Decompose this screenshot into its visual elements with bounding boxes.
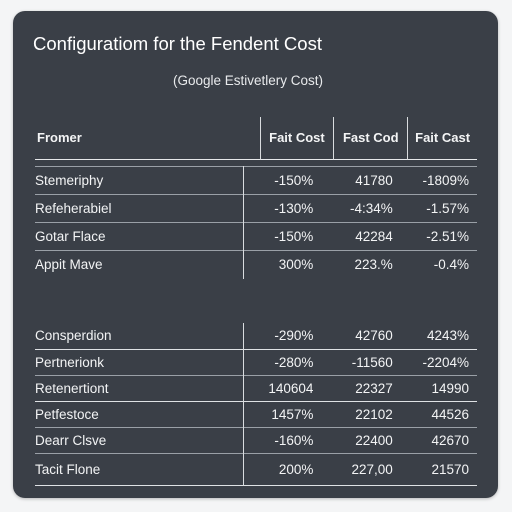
cell-value: -130% — [242, 194, 324, 223]
cell-value: -1809% — [422, 173, 469, 188]
cell-value: 22102 — [355, 406, 393, 422]
column-header-name: Fromer — [37, 130, 82, 146]
cell-value: -290% — [242, 323, 324, 349]
cell-value: -2204% — [422, 354, 469, 370]
table-row: Consperdion -290% 42760 4243% — [35, 323, 477, 349]
page-title: Configuratiom for the Fendent Cost — [33, 33, 322, 54]
cell-value: 42760 — [355, 328, 393, 344]
column-header-fait-cost: Fait Cost — [259, 117, 334, 159]
row-label: Dearr Clsve — [35, 432, 107, 448]
table-row: Dearr Clsve -160% 22400 42670 — [35, 427, 477, 453]
header-row: Fromer Fait Cost Fast Cod Fait Cast — [35, 117, 477, 159]
table-row: Appit Mave 300% 223.% -0.4% — [35, 250, 477, 279]
cell-value: 1457% — [242, 401, 324, 427]
cell-value: 44526 — [431, 406, 469, 422]
cell-value: -11560 — [351, 354, 393, 370]
table-row: Tacit Flone 200% 227,00 21570 — [35, 453, 477, 485]
table-group-1: Stemeriphy -150% 41780 -1809% Refeherabi… — [35, 166, 477, 279]
column-header-fast-cod: Fast Cod — [333, 117, 408, 159]
cell-value: -150% — [242, 166, 324, 195]
cell-value: -1.57% — [426, 201, 469, 216]
cell-value: 42284 — [355, 229, 393, 244]
cell-value: 300% — [242, 250, 324, 279]
table-header: Fromer Fait Cost Fast Cod Fait Cast — [35, 117, 477, 160]
page-subtitle: (Google Estivetlery Cost) — [173, 73, 324, 88]
table-row: Petfestoce 1457% 22102 44526 — [35, 401, 477, 427]
cell-value: 223.% — [354, 257, 393, 273]
row-label: Petfestoce — [35, 406, 99, 422]
row-label: Consperdion — [35, 328, 112, 344]
table-row: Refeherabiel -130% -4:34% -1.57% — [35, 194, 477, 223]
cell-value: 42670 — [431, 432, 469, 448]
row-label: Stemeriphy — [35, 173, 104, 188]
column-header-fait-cast: Fait Cast — [407, 117, 477, 159]
cell-value: 14990 — [431, 380, 469, 396]
cell-value: -280% — [242, 349, 324, 375]
table-row: Gotar Flace -150% 42284 -2.51% — [35, 222, 477, 251]
cell-value: -2.51% — [426, 229, 469, 244]
cost-configuration-card: Configuratiom for the Fendent Cost (Goog… — [13, 11, 498, 498]
cell-value: 140604 — [242, 375, 324, 401]
row-label: Pertnerionk — [35, 354, 105, 370]
cell-value: 200% — [242, 453, 324, 485]
cell-value: 22327 — [355, 380, 393, 396]
row-label: Refeherabiel — [35, 201, 112, 216]
cell-value: -4:34% — [349, 201, 393, 216]
cell-value: -0.4% — [433, 257, 469, 273]
cell-value: 41780 — [355, 173, 393, 188]
cell-value: 21570 — [431, 461, 469, 477]
cell-value: 227,00 — [351, 461, 393, 477]
table-row: Retenertiont 140604 22327 14990 — [35, 375, 477, 401]
cell-value: -160% — [242, 427, 324, 453]
cell-value: -150% — [242, 222, 324, 251]
cell-value: 22400 — [355, 432, 393, 448]
cell-value: 4243% — [426, 328, 469, 344]
row-label: Tacit Flone — [35, 461, 101, 477]
table-row: Pertnerionk -280% -11560 -2204% — [35, 349, 477, 375]
table-row: Stemeriphy -150% 41780 -1809% — [35, 166, 477, 195]
row-label: Retenertiont — [35, 380, 109, 396]
row-label: Appit Mave — [35, 257, 103, 273]
table-group-2: Consperdion -290% 42760 4243% Pertnerion… — [35, 323, 477, 486]
row-label: Gotar Flace — [35, 229, 106, 244]
